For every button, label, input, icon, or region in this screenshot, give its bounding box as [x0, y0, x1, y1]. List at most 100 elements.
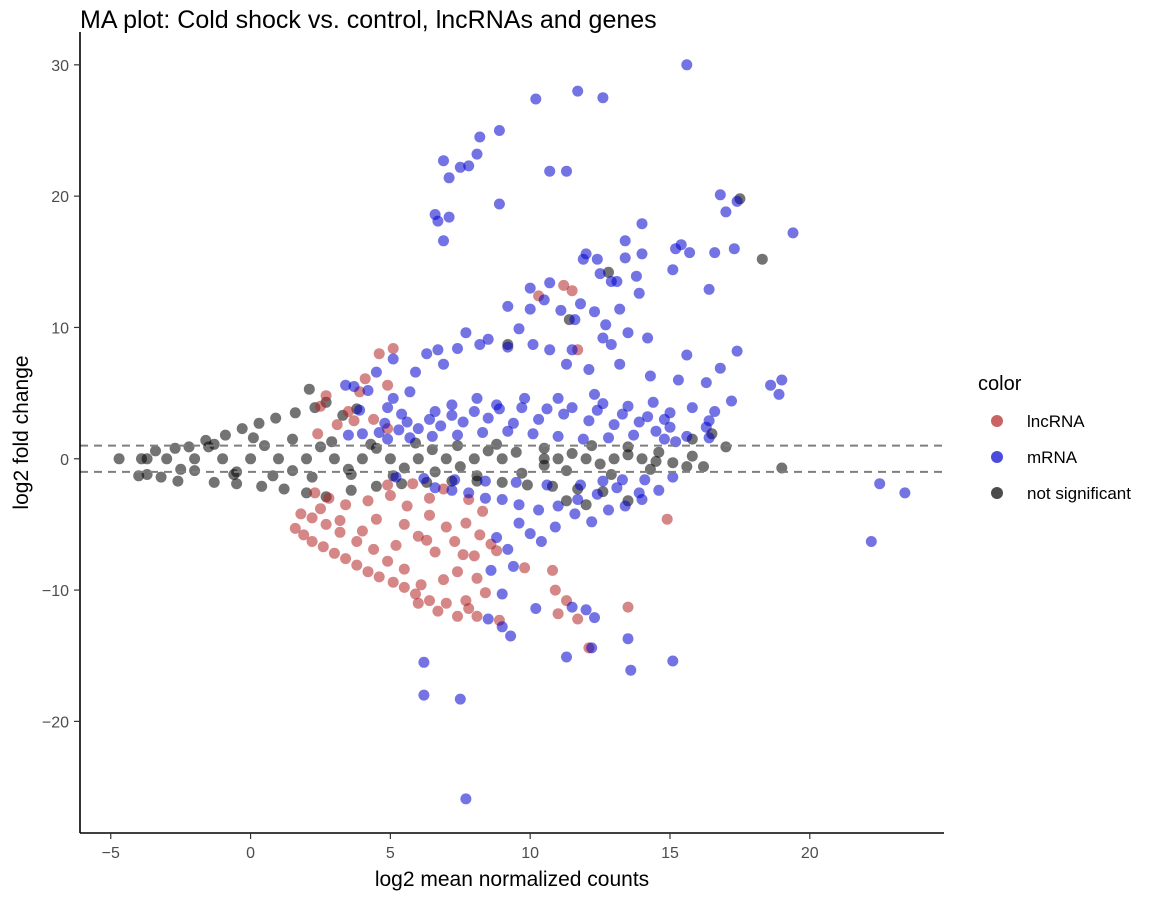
point-lncrna	[471, 572, 483, 584]
point-mrna	[653, 484, 665, 496]
point-mrna	[686, 402, 698, 414]
point-not-significant	[650, 455, 662, 467]
point-lncrna	[323, 492, 335, 504]
point-lncrna	[519, 562, 531, 574]
point-mrna	[700, 421, 712, 433]
point-mrna	[589, 612, 600, 624]
point-mrna	[566, 402, 578, 414]
point-mrna	[426, 430, 438, 442]
point-not-significant	[496, 476, 508, 488]
point-lncrna	[359, 373, 371, 385]
legend: color lncRNA mRNA not significant	[978, 373, 1131, 503]
point-lncrna	[424, 595, 435, 607]
point-mrna	[493, 403, 505, 415]
point-mrna	[720, 206, 732, 218]
point-mrna	[776, 374, 788, 386]
point-not-significant	[698, 461, 709, 473]
legend-key-mrna	[991, 451, 1003, 463]
point-mrna	[535, 536, 547, 547]
y-tick-label: 30	[51, 58, 69, 75]
point-mrna	[667, 264, 679, 276]
point-mrna	[460, 327, 472, 339]
point-lncrna	[474, 529, 486, 541]
point-mrna	[519, 392, 531, 404]
point-lncrna	[429, 546, 441, 558]
point-lncrna	[463, 603, 475, 614]
point-mrna	[605, 339, 617, 350]
point-lncrna	[407, 478, 419, 490]
point-not-significant	[315, 441, 326, 453]
chart-title: MA plot: Cold shock vs. control, lncRNAs…	[80, 6, 657, 34]
point-mrna	[658, 413, 670, 425]
point-mrna	[633, 416, 645, 428]
point-mrna	[373, 427, 385, 438]
point-lncrna	[306, 536, 318, 547]
point-mrna	[390, 471, 402, 483]
legend-label: not significant	[1027, 484, 1131, 503]
point-lncrna	[342, 406, 354, 417]
points-layer	[113, 59, 911, 805]
point-lncrna	[334, 515, 346, 526]
point-mrna	[575, 479, 586, 491]
point-mrna	[605, 276, 617, 287]
point-mrna	[899, 487, 911, 499]
point-not-significant	[113, 453, 125, 465]
point-not-significant	[720, 441, 732, 453]
point-not-significant	[516, 467, 528, 479]
point-not-significant	[538, 459, 550, 471]
point-lncrna	[387, 576, 399, 588]
point-not-significant	[580, 499, 592, 511]
legend-label: mRNA	[1027, 448, 1078, 467]
x-tick-label: 10	[521, 845, 539, 862]
point-lncrna	[452, 610, 463, 622]
point-mrna	[667, 655, 679, 667]
point-lncrna	[382, 479, 394, 491]
point-mrna	[452, 343, 463, 354]
point-mrna	[709, 247, 721, 259]
point-lncrna	[452, 566, 463, 578]
point-mrna	[479, 475, 491, 487]
point-mrna	[591, 253, 603, 265]
point-not-significant	[267, 470, 279, 482]
point-lncrna	[298, 529, 310, 541]
point-not-significant	[603, 266, 614, 278]
point-mrna	[644, 370, 656, 382]
point-mrna	[616, 408, 628, 420]
point-lncrna	[468, 550, 480, 562]
point-lncrna	[622, 601, 634, 613]
point-mrna	[513, 499, 525, 511]
point-mrna	[479, 492, 491, 504]
point-not-significant	[270, 412, 282, 424]
point-not-significant	[183, 441, 195, 453]
point-mrna	[591, 488, 603, 500]
y-tick-label: 10	[51, 320, 69, 337]
point-lncrna	[412, 530, 424, 542]
point-mrna	[608, 419, 620, 431]
point-mrna	[533, 504, 545, 516]
point-not-significant	[161, 453, 173, 465]
point-lncrna	[351, 536, 363, 547]
point-lncrna	[331, 419, 343, 431]
point-mrna	[619, 500, 631, 512]
point-not-significant	[510, 446, 522, 458]
point-lncrna	[410, 588, 421, 600]
point-mrna	[524, 303, 536, 315]
point-mrna	[622, 633, 634, 645]
point-mrna	[731, 195, 743, 207]
point-mrna	[396, 408, 408, 420]
point-mrna	[452, 429, 463, 441]
point-not-significant	[653, 446, 665, 458]
point-mrna	[354, 404, 366, 416]
point-mrna	[482, 412, 494, 424]
x-ticks: −5 0 5 10 15 20	[102, 833, 819, 862]
point-lncrna	[362, 495, 374, 507]
point-mrna	[471, 392, 483, 404]
point-mrna	[432, 215, 444, 227]
point-mrna	[544, 344, 556, 356]
x-tick-label: 5	[386, 845, 395, 862]
point-mrna	[566, 344, 578, 356]
point-mrna	[424, 413, 435, 425]
point-lncrna	[312, 428, 324, 440]
point-lncrna	[572, 613, 584, 625]
